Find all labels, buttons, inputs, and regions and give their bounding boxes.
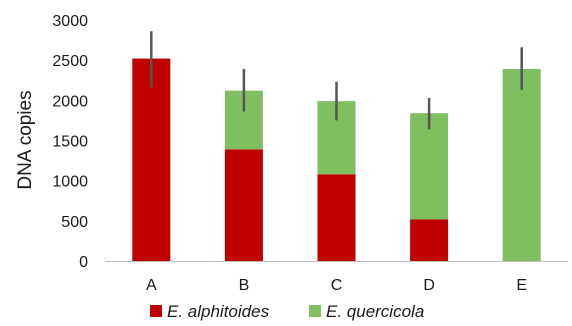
legend: E. alphitoides E. quercicola [150,302,424,321]
y-tick-label: 2000 [52,93,88,110]
x-tick-label: D [423,277,435,294]
y-axis-label: DNA copies [15,90,36,189]
y-tick-label: 0 [79,254,88,271]
x-tick-label: C [331,277,343,294]
y-tick-label: 2500 [52,53,88,70]
bar-d-series-1 [410,113,449,220]
x-tick-label: B [239,277,250,294]
bar-a-series-0 [132,58,171,262]
bar-c-series-0 [317,174,356,261]
bar-e-series-1 [502,69,541,262]
error-bars [150,31,523,130]
bar-d-series-0 [410,219,449,261]
bar-b-series-0 [224,149,263,261]
legend-swatch-e-quercicola [309,305,321,317]
x-axis-ticks: A B C D E [146,277,527,294]
y-tick-label: 1000 [52,174,88,191]
x-tick-label: E [516,277,527,294]
legend-label-e-alphitoides: E. alphitoides [167,302,270,321]
legend-label-e-quercicola: E. quercicola [326,302,424,321]
y-tick-label: 3000 [52,13,88,30]
y-tick-label: 500 [61,214,88,231]
y-tick-label: 1500 [52,134,88,151]
x-tick-label: A [146,277,157,294]
y-axis-ticks: 0 500 1000 1500 2000 2500 3000 [52,13,88,271]
bars [132,58,541,262]
legend-swatch-e-alphitoides [150,305,162,317]
